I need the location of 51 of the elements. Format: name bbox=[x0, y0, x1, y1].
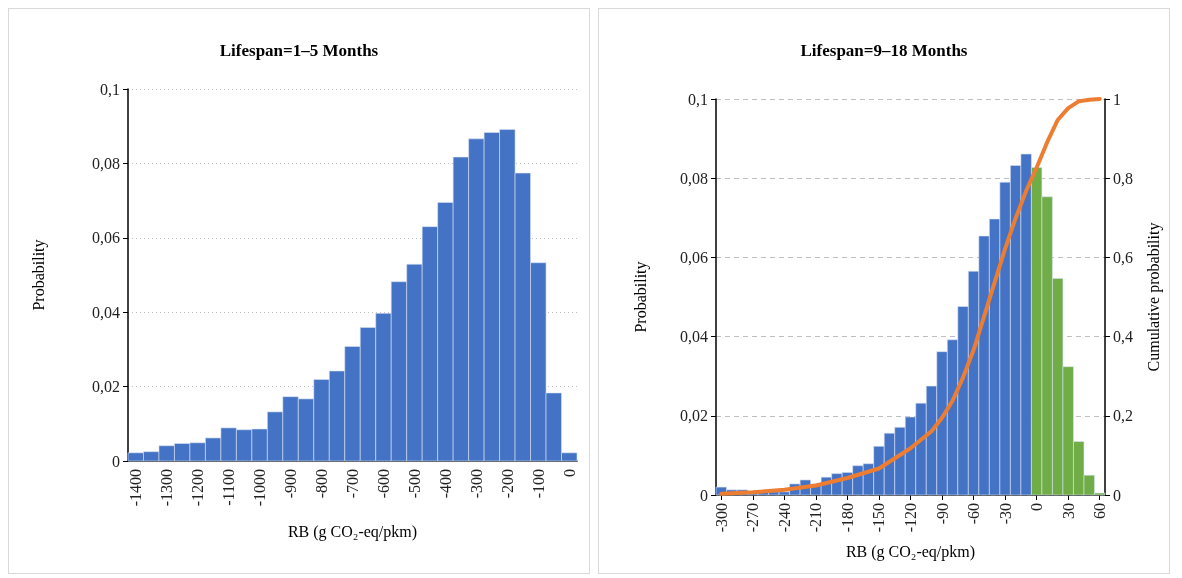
y2-tick-label: 0,4 bbox=[1113, 328, 1133, 346]
y2-tick-label: 0,8 bbox=[1113, 169, 1133, 187]
x-tick-label: -60 bbox=[965, 503, 983, 525]
x-tick-label: -200 bbox=[498, 469, 516, 499]
y-tick-label: 0,02 bbox=[92, 378, 120, 396]
y2-axis-title: Cumulative probability bbox=[1144, 222, 1163, 372]
y-tick-label: 0,04 bbox=[680, 328, 708, 346]
x-tick-label: -180 bbox=[838, 503, 856, 533]
x-tick-label: -1400 bbox=[127, 469, 145, 507]
x-tick-label: -210 bbox=[807, 503, 825, 533]
chart-title: Lifespan=1–5 Months bbox=[219, 41, 379, 60]
x-tick-label: -1100 bbox=[220, 469, 238, 506]
y-axis-title: Probability bbox=[29, 239, 48, 311]
x-tick-label: -700 bbox=[344, 469, 361, 499]
x-tick-label: -800 bbox=[313, 469, 331, 499]
x-tick-label: 60 bbox=[1091, 503, 1109, 519]
x-tick-label: -300 bbox=[467, 469, 485, 499]
y2-tick-label: 1 bbox=[1113, 90, 1121, 108]
y2-tick-label: 0,2 bbox=[1113, 407, 1133, 425]
x-tick-label: -900 bbox=[282, 469, 300, 499]
x-tick-label: -1300 bbox=[158, 469, 176, 507]
y2-tick-label: 0,6 bbox=[1113, 248, 1133, 266]
x-axis-title: RB (g CO₂-eq/pkm) bbox=[287, 522, 418, 541]
y-tick-label: 0,04 bbox=[92, 303, 120, 321]
x-tick-label: -90 bbox=[933, 503, 951, 525]
x-tick-label: 0 bbox=[560, 469, 578, 477]
x-tick-label: -100 bbox=[529, 469, 547, 499]
x-tick-label: -400 bbox=[436, 469, 454, 499]
x-tick-label: -240 bbox=[775, 503, 793, 533]
y-tick-label: 0,06 bbox=[92, 229, 120, 247]
x-tick-label: -1200 bbox=[189, 469, 207, 507]
y-tick-label: 0,08 bbox=[92, 154, 120, 172]
x-tick-label: -30 bbox=[996, 503, 1014, 525]
x-tick-label: -270 bbox=[744, 503, 762, 533]
y-tick-label: 0 bbox=[112, 452, 120, 470]
y-tick-label: 0,06 bbox=[680, 248, 708, 266]
y-tick-label: 0,1 bbox=[688, 90, 708, 108]
x-tick-label: 30 bbox=[1059, 503, 1077, 519]
x-axis-title: RB (g CO₂-eq/pkm) bbox=[845, 542, 976, 561]
x-tick-label: 0 bbox=[1028, 503, 1046, 511]
y-tick-label: 0,02 bbox=[680, 407, 708, 425]
x-tick-label: -120 bbox=[902, 503, 919, 533]
x-tick-label: -1000 bbox=[251, 469, 269, 507]
x-tick-label: -500 bbox=[405, 469, 423, 499]
x-tick-label: -150 bbox=[870, 503, 888, 533]
y-tick-label: 0,1 bbox=[100, 80, 120, 98]
x-tick-label: -600 bbox=[374, 469, 392, 499]
y-tick-label: 0,08 bbox=[680, 169, 708, 187]
chart-title: Lifespan=9–18 Months bbox=[800, 41, 968, 60]
x-tick-label: -300 bbox=[712, 503, 730, 533]
y-axis-title: Probability bbox=[631, 261, 650, 333]
